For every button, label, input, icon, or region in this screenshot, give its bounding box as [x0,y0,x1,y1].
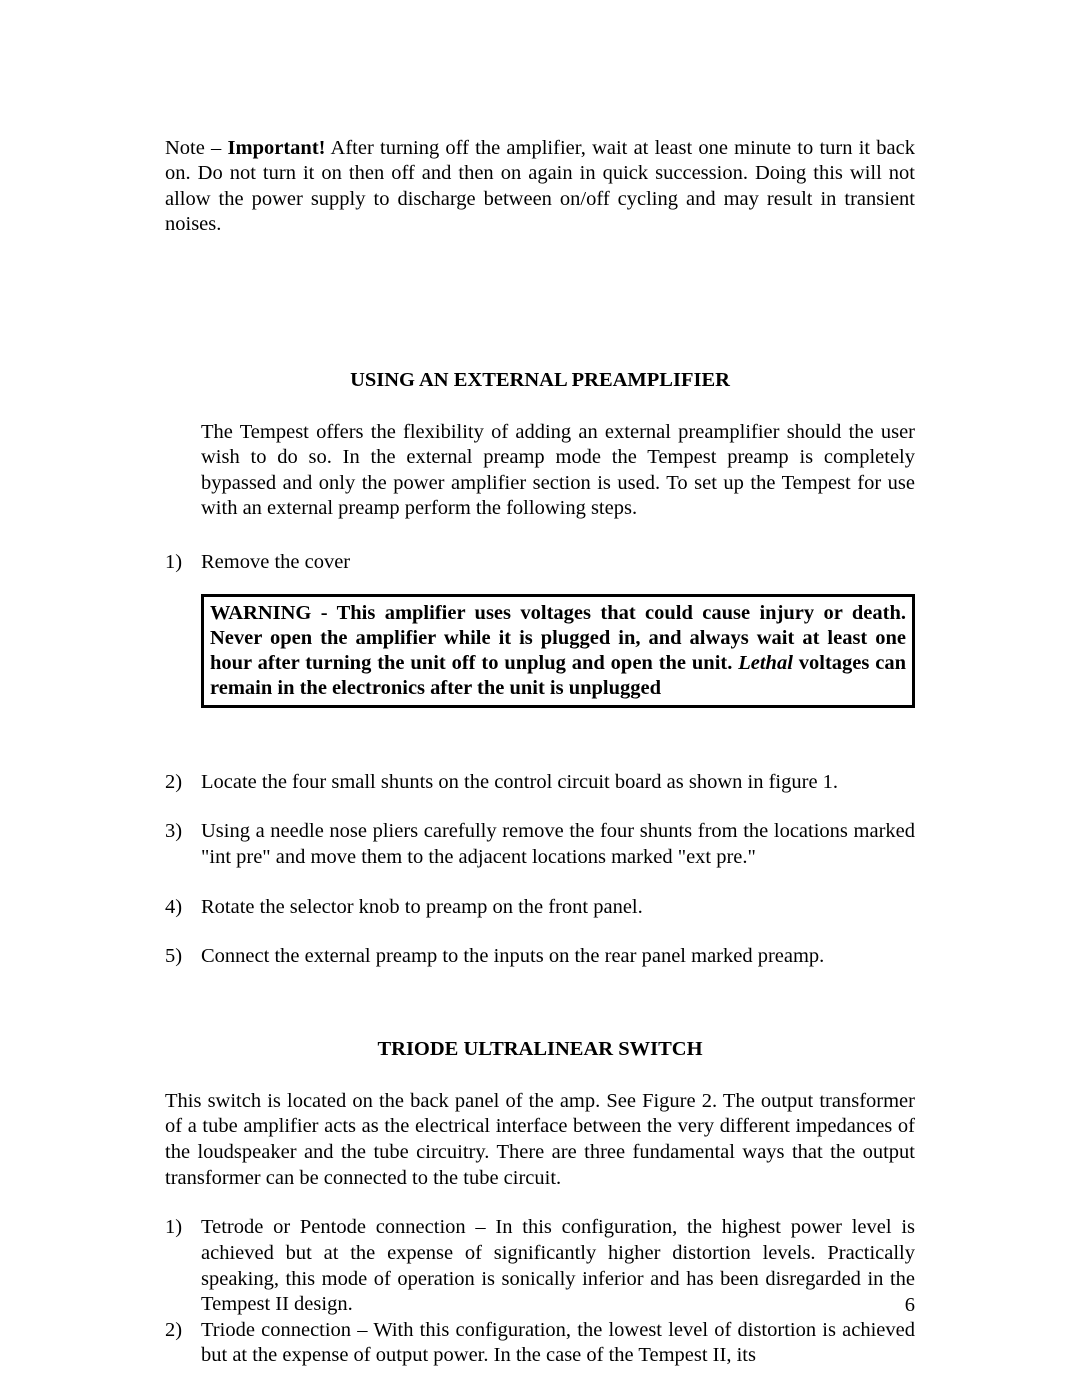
list-item: 1) Remove the cover [165,550,915,576]
spacer [165,1191,915,1215]
list-marker: 2) [165,770,201,796]
list-item: 2) Locate the four small shunts on the c… [165,770,915,796]
list-item: 1) Tetrode or Pentode connection – In th… [165,1215,915,1318]
spacer [165,259,915,369]
section2-intro: This switch is located on the back panel… [165,1089,915,1192]
spacer [165,392,915,420]
list-marker: 1) [165,550,201,576]
section1-steps: 1) Remove the cover [165,550,915,576]
page-number: 6 [905,1294,915,1317]
list-item: 5) Connect the external preamp to the in… [165,944,915,970]
list-body: Remove the cover [201,550,915,576]
list-body: Triode connection – With this configurat… [201,1318,915,1369]
list-marker: 2) [165,1318,201,1369]
spacer [165,522,915,550]
list-item: 3) Using a needle nose pliers carefully … [165,819,915,870]
list-body: Rotate the selector knob to preamp on th… [201,895,915,921]
list-marker: 1) [165,1215,201,1318]
list-marker: 5) [165,944,201,970]
list-item: 2) Triode connection – With this configu… [165,1318,915,1369]
section1-intro: The Tempest offers the flexibility of ad… [201,420,915,523]
list-marker: 4) [165,895,201,921]
section1-steps-cont: 2) Locate the four small shunts on the c… [165,770,915,970]
page: Note – Important! After turning off the … [0,0,1080,1397]
section1-heading: USING AN EXTERNAL PREAMPLIFIER [165,369,915,392]
warning-italic: Lethal [738,652,793,674]
list-item: 4) Rotate the selector knob to preamp on… [165,895,915,921]
section2-heading: TRIODE ULTRALINEAR SWITCH [165,1038,915,1061]
section1-intro-block: The Tempest offers the flexibility of ad… [165,420,915,523]
list-body: Tetrode or Pentode connection – In this … [201,1215,915,1318]
list-marker: 3) [165,819,201,870]
warning-box: WARNING - This amplifier uses voltages t… [201,594,915,708]
list-body: Locate the four small shunts on the cont… [201,770,915,796]
spacer [165,1061,915,1089]
list-body: Using a needle nose pliers carefully rem… [201,819,915,870]
section2-items: 1) Tetrode or Pentode connection – In th… [165,1215,915,1369]
spacer [165,970,915,1038]
spacer [165,708,915,770]
note-important: Important! [228,137,326,159]
note-paragraph: Note – Important! After turning off the … [165,136,915,239]
list-body: Connect the external preamp to the input… [201,944,915,970]
note-prefix: Note – [165,137,228,159]
